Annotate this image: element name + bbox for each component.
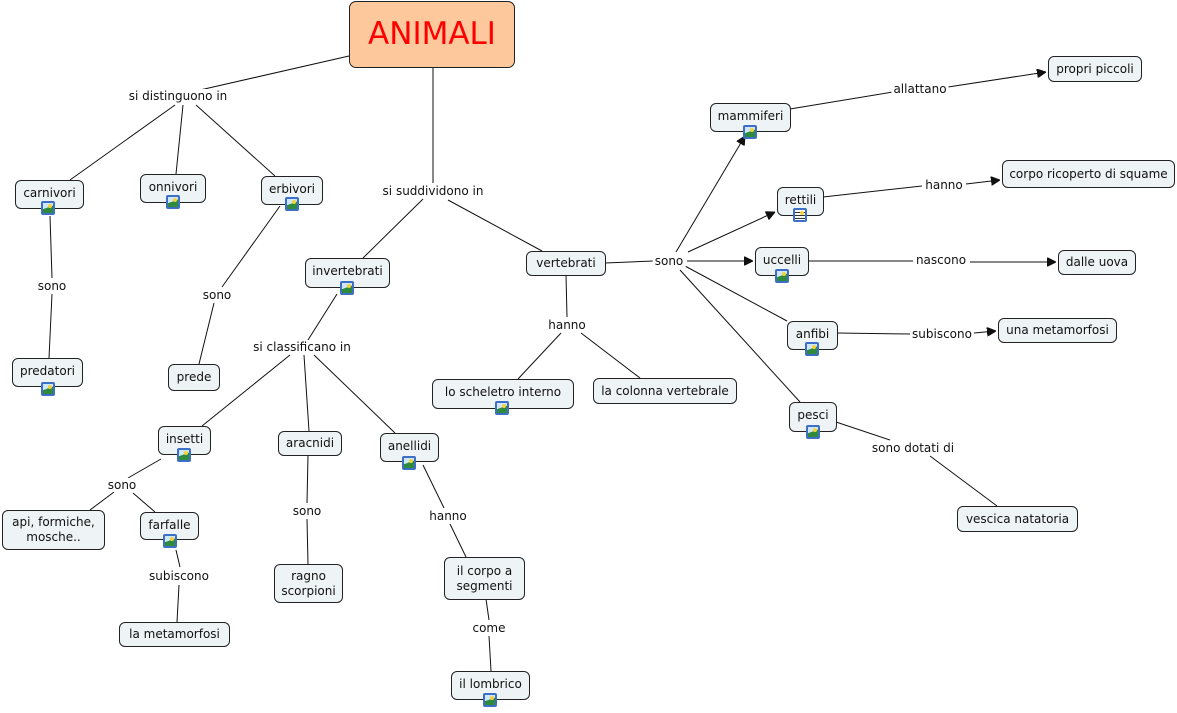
image-icon[interactable] bbox=[163, 534, 177, 548]
image-icon[interactable] bbox=[805, 342, 819, 356]
concept-dalle-uova[interactable]: dalle uova bbox=[1058, 250, 1136, 275]
concept-corpo-squame[interactable]: corpo ricoperto di squame bbox=[1002, 160, 1175, 188]
concept-propri-piccoli[interactable]: propri piccoli bbox=[1048, 56, 1142, 82]
document-icon[interactable] bbox=[793, 208, 807, 222]
image-icon[interactable] bbox=[402, 456, 416, 470]
link-subiscono: subiscono bbox=[147, 569, 211, 583]
concept-la-metamorfosi[interactable]: la metamorfosi bbox=[119, 622, 230, 647]
image-icon[interactable] bbox=[483, 693, 497, 707]
image-icon[interactable] bbox=[41, 382, 55, 396]
image-icon[interactable] bbox=[340, 281, 354, 295]
image-icon[interactable] bbox=[166, 195, 180, 209]
concept-api-formiche-mosche[interactable]: api, formiche, mosche.. bbox=[2, 510, 105, 550]
link-hanno: hanno bbox=[923, 178, 965, 192]
image-icon[interactable] bbox=[41, 201, 55, 215]
link-subiscono: subiscono bbox=[910, 327, 974, 341]
image-icon[interactable] bbox=[806, 425, 820, 439]
concept-colonna-vertebrale[interactable]: la colonna vertebrale bbox=[593, 378, 737, 404]
concept-corpo-segmenti[interactable]: il corpo a segmenti bbox=[444, 557, 525, 600]
concept-animali[interactable]: ANIMALI bbox=[349, 1, 515, 68]
link-sono: sono bbox=[290, 504, 324, 518]
image-icon[interactable] bbox=[743, 125, 757, 139]
image-icon[interactable] bbox=[285, 197, 299, 211]
concept-farfalle[interactable]: farfalle bbox=[140, 512, 199, 540]
image-icon[interactable] bbox=[775, 269, 789, 283]
concept-prede[interactable]: prede bbox=[168, 364, 220, 391]
link-nascono: nascono bbox=[913, 253, 969, 267]
link-come: come bbox=[470, 621, 508, 635]
concept-una-metamorfosi[interactable]: una metamorfosi bbox=[998, 318, 1117, 343]
link-sono: sono bbox=[35, 279, 69, 293]
concept-ragno-scorpioni[interactable]: ragno scorpioni bbox=[274, 564, 343, 603]
link-sono: sono bbox=[200, 288, 234, 302]
concept-vescica-natatoria[interactable]: vescica natatoria bbox=[957, 506, 1078, 532]
image-icon[interactable] bbox=[495, 401, 509, 415]
link-sono: sono bbox=[105, 478, 139, 492]
link-si-classificano-in: si classificano in bbox=[251, 340, 353, 354]
image-icon[interactable] bbox=[177, 448, 191, 462]
link-si-distinguono-in: si distinguono in bbox=[126, 89, 230, 103]
concept-vertebrati[interactable]: vertebrati bbox=[526, 251, 606, 276]
link-allattano: allattano bbox=[891, 82, 949, 96]
link-sono: sono bbox=[652, 254, 686, 268]
concept-aracnidi[interactable]: aracnidi bbox=[278, 431, 342, 456]
link-si-suddividono-in: si suddividono in bbox=[380, 184, 486, 198]
link-hanno: hanno bbox=[427, 509, 469, 523]
link-hanno: hanno bbox=[546, 318, 588, 332]
link-sono-dotati-di: sono dotati di bbox=[869, 441, 957, 455]
